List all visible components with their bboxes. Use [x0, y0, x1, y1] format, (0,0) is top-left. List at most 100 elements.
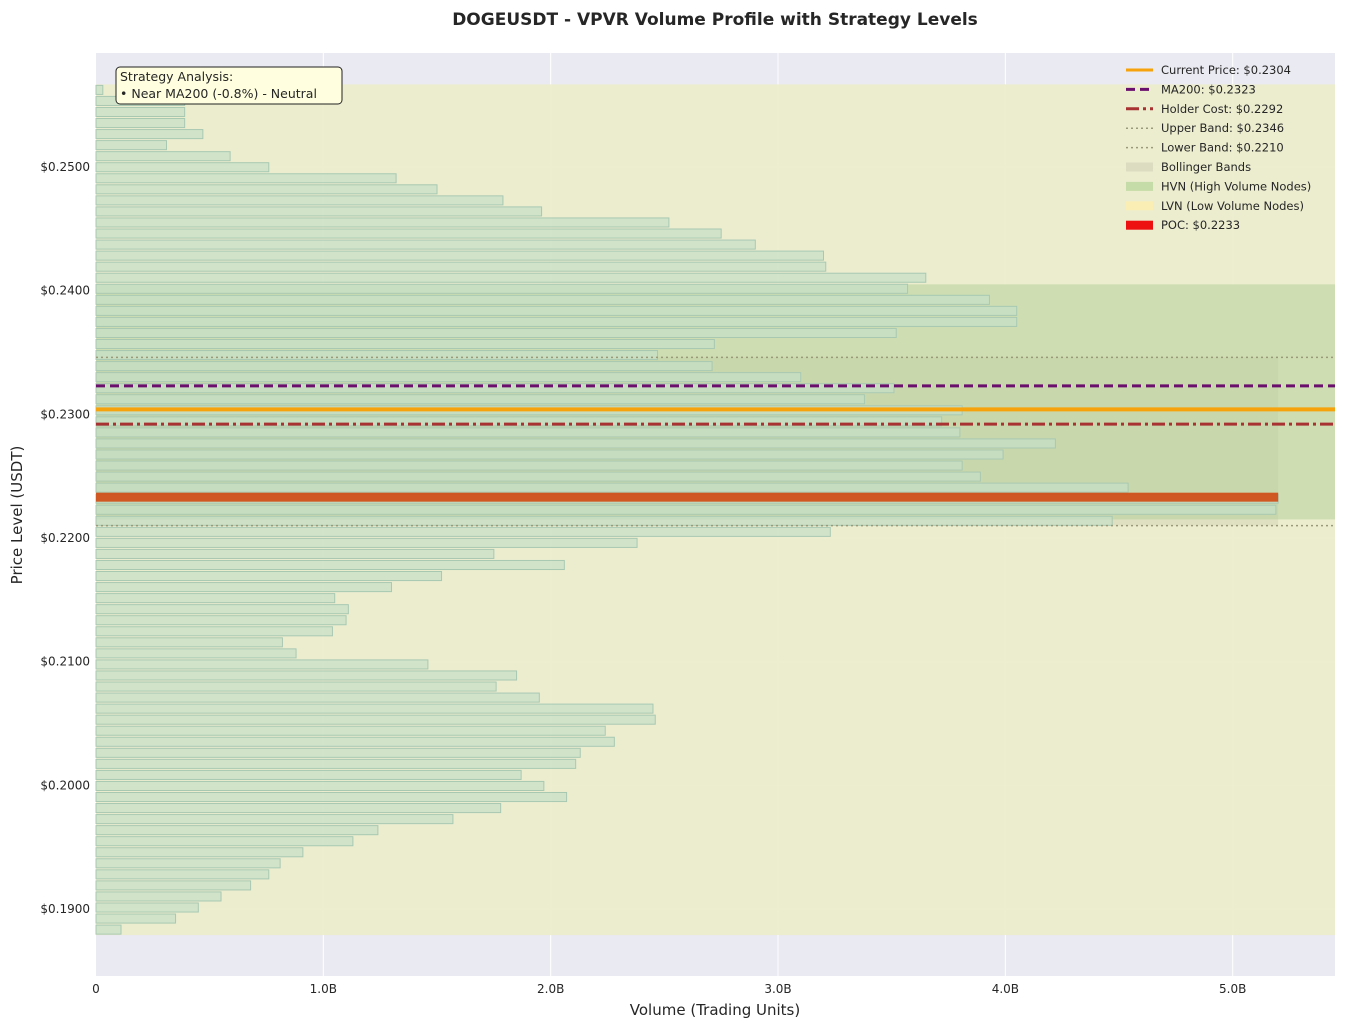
- volume-bar: [95, 504, 1277, 515]
- volume-bar: [95, 747, 581, 758]
- volume-bar: [95, 471, 981, 482]
- volume-bar: [95, 372, 802, 383]
- legend-label: Holder Cost: $0.2292: [1161, 102, 1283, 116]
- volume-bar: [95, 283, 909, 294]
- volume-bar: [95, 537, 638, 548]
- volume-bar: [95, 880, 252, 891]
- volume-bar: [95, 626, 333, 637]
- volume-bar: [95, 173, 397, 184]
- volume-bar: [95, 118, 186, 129]
- volume-bar: [95, 913, 177, 924]
- volume-bar: [95, 758, 577, 769]
- legend-label: Lower Band: $0.2210: [1161, 141, 1284, 155]
- y-tick-label: $0.1900: [40, 902, 90, 916]
- volume-bar: [95, 239, 756, 250]
- volume-bar: [95, 350, 659, 361]
- volume-bar: [95, 659, 429, 670]
- volume-bar: [95, 891, 222, 902]
- legend: Current Price: $0.2304 MA200: $0.2323 Hold…: [1126, 63, 1311, 232]
- volume-bar: [95, 526, 831, 537]
- legend-patch-swatch: [1126, 162, 1153, 172]
- volume-bar: [95, 129, 204, 140]
- x-tick-label: 3.0B: [764, 982, 791, 996]
- volume-bar: [95, 383, 895, 394]
- volume-bar: [95, 692, 540, 703]
- volume-bar: [95, 571, 443, 582]
- volume-bar: [95, 217, 670, 228]
- volume-bar: [95, 769, 522, 780]
- volume-bar: [95, 106, 186, 118]
- volume-bar: [95, 582, 393, 593]
- volume-bar: [95, 162, 270, 173]
- annotation-box: [115, 66, 343, 105]
- volume-bar: [95, 548, 495, 559]
- legend-label: LVN (Low Volume Nodes): [1161, 199, 1304, 213]
- volume-bar: [95, 305, 1018, 316]
- volume-bar: [95, 449, 1004, 460]
- volume-bar: [95, 604, 349, 615]
- volume-bar: [95, 228, 722, 239]
- legend-label: Current Price: $0.2304: [1161, 63, 1291, 77]
- volume-bar: [95, 294, 990, 305]
- volume-bar: [95, 836, 354, 847]
- y-axis-label: Price Level (USDT): [8, 446, 26, 585]
- volume-bar: [95, 825, 379, 836]
- volume-bar: [95, 869, 270, 880]
- volume-bar: [95, 316, 1018, 327]
- volume-bar: [95, 460, 963, 471]
- volume-bar: [95, 615, 347, 626]
- volume-bar: [95, 438, 1056, 449]
- volume-bar: [95, 261, 827, 272]
- x-axis-ticks: 0 1.0B 2.0B 3.0B 4.0B 5.0B: [92, 982, 1246, 996]
- x-tick-label: 1.0B: [310, 982, 337, 996]
- volume-bar: [95, 394, 865, 405]
- volume-bar: [95, 195, 504, 206]
- annotation-line: • Near MA200 (-0.8%) - Neutral: [120, 86, 317, 101]
- x-axis-label: Volume (Trading Units): [630, 1001, 800, 1019]
- plot-area: [95, 53, 1335, 976]
- legend-patch-swatch: [1126, 220, 1153, 230]
- volume-bar: [95, 206, 543, 217]
- volume-bar: [95, 140, 167, 151]
- volume-bar: [95, 858, 281, 869]
- volume-bar: [95, 427, 961, 438]
- volume-bar: [95, 84, 104, 95]
- x-tick-label: 2.0B: [537, 982, 564, 996]
- legend-label: Upper Band: $0.2346: [1161, 121, 1284, 135]
- volume-bar: [95, 184, 438, 195]
- legend-label: MA200: $0.2323: [1161, 82, 1256, 96]
- legend-patch-swatch: [1126, 201, 1153, 211]
- volume-bar: [95, 847, 304, 858]
- volume-bar: [95, 814, 454, 825]
- y-tick-label: $0.2300: [40, 407, 90, 421]
- volume-bar: [95, 714, 656, 725]
- legend-label: HVN (High Volume Nodes): [1161, 179, 1311, 193]
- chart-title: DOGEUSDT - VPVR Volume Profile with Stra…: [452, 10, 978, 30]
- volume-bar: [95, 416, 943, 427]
- volume-bar: [95, 780, 545, 791]
- x-tick-label: 0: [92, 982, 100, 996]
- volume-bar: [95, 250, 824, 261]
- volume-bar: [95, 338, 715, 350]
- volume-bar: [95, 637, 283, 648]
- y-tick-label: $0.2000: [40, 778, 90, 792]
- volume-bar: [95, 515, 1113, 526]
- strategy-annotation: Strategy Analysis: • Near MA200 (-0.8%) …: [115, 66, 343, 105]
- volume-bar: [95, 803, 502, 814]
- volume-bar: [95, 902, 199, 913]
- y-tick-label: $0.2100: [40, 655, 90, 669]
- volume-bar: [95, 327, 897, 338]
- volume-bar: [95, 791, 568, 803]
- legend-patch-swatch: [1126, 181, 1153, 191]
- volume-bar: [95, 272, 927, 283]
- legend-label: POC: $0.2233: [1161, 218, 1240, 232]
- y-tick-label: $0.2200: [40, 531, 90, 545]
- y-axis-ticks: $0.1900 $0.2000 $0.2100 $0.2200 $0.2300 $0.24…: [40, 160, 90, 916]
- volume-bar: [95, 482, 1129, 493]
- volume-bar: [95, 151, 231, 162]
- poc-bar: [96, 492, 1279, 502]
- volume-bar: [95, 593, 336, 604]
- y-tick-label: $0.2400: [40, 284, 90, 298]
- volume-bar: [95, 681, 497, 692]
